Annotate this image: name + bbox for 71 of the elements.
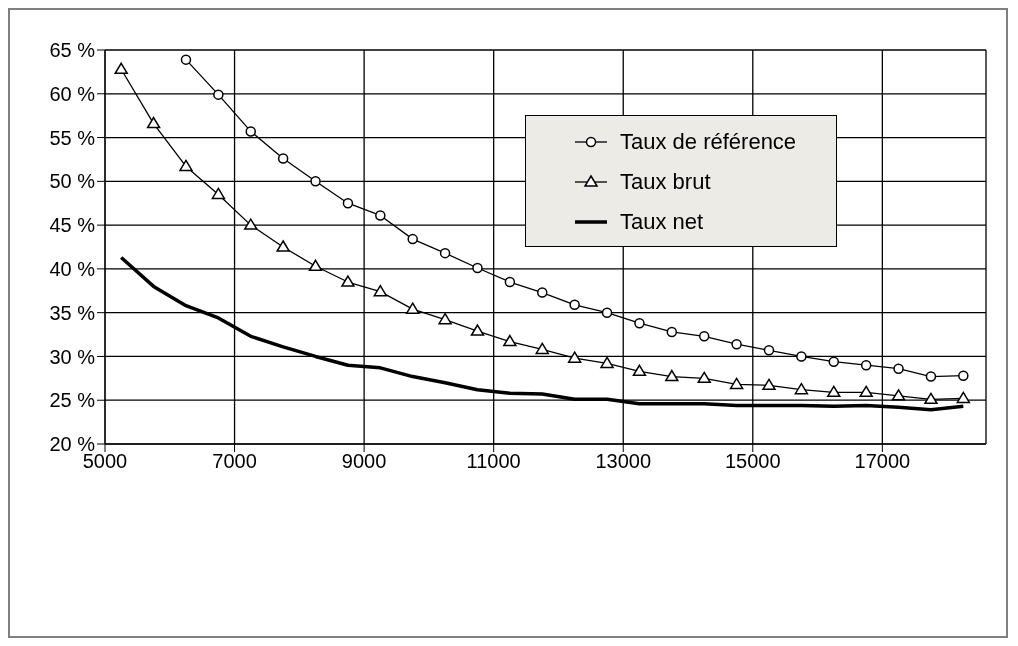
point	[924, 392, 938, 405]
point	[601, 307, 613, 318]
point	[958, 370, 969, 381]
point	[731, 338, 742, 350]
y-tick-label: 30 %	[49, 345, 96, 368]
x-tick-label: 11000	[466, 450, 521, 473]
point	[762, 378, 776, 391]
point	[308, 259, 323, 272]
point	[472, 262, 483, 274]
point	[439, 247, 451, 259]
legend-label: Taux net	[620, 209, 704, 235]
point	[342, 197, 354, 209]
legend-label: Taux brut	[620, 169, 711, 195]
point	[632, 364, 647, 377]
point	[407, 233, 418, 245]
point	[535, 342, 550, 355]
point	[537, 287, 548, 298]
y-tick-label: 25 %	[49, 389, 96, 412]
point	[729, 377, 744, 390]
y-tick-label: 40 %	[49, 257, 96, 280]
point	[860, 359, 872, 371]
x-tick-label: 9000	[341, 450, 387, 473]
point	[600, 356, 614, 369]
y-tick-label: 60 %	[49, 82, 96, 105]
x-tick-label: 7000	[212, 450, 257, 473]
x-tick-label: 15000	[724, 450, 781, 473]
y-tick-label: 35 %	[49, 301, 96, 324]
point	[827, 385, 841, 398]
x-tick-label: 13000	[595, 450, 652, 473]
point	[405, 302, 420, 314]
point	[504, 276, 516, 288]
point	[956, 391, 971, 404]
point	[179, 159, 193, 172]
point	[859, 385, 873, 398]
point	[666, 326, 678, 338]
point	[569, 299, 580, 311]
point	[114, 62, 128, 75]
point	[665, 369, 679, 382]
point	[310, 176, 321, 187]
point	[503, 334, 517, 347]
legend-label: Taux de référence	[620, 129, 797, 155]
point	[697, 371, 711, 384]
point	[373, 284, 388, 297]
point	[146, 116, 161, 129]
point	[634, 317, 645, 329]
point	[375, 210, 386, 221]
point	[796, 351, 807, 362]
point	[698, 331, 710, 342]
y-tick-label: 65 %	[49, 39, 96, 62]
point	[891, 389, 906, 401]
point	[244, 218, 258, 230]
y-tick-label: 55 %	[49, 126, 96, 149]
point	[925, 371, 937, 382]
point	[438, 312, 452, 325]
point	[245, 126, 256, 137]
y-tick-label: 45 %	[49, 214, 96, 237]
point	[341, 275, 355, 287]
point	[277, 153, 289, 164]
y-tick-label: 50 %	[49, 170, 96, 193]
point	[567, 351, 582, 363]
point	[276, 240, 290, 252]
point	[211, 187, 226, 200]
point	[763, 345, 775, 356]
x-tick-label: 5000	[82, 450, 128, 473]
point	[794, 382, 809, 395]
point	[180, 54, 192, 65]
x-tick-label: 17000	[854, 450, 911, 473]
point	[828, 356, 840, 367]
point	[213, 89, 224, 100]
point	[893, 363, 904, 374]
point	[470, 324, 485, 336]
